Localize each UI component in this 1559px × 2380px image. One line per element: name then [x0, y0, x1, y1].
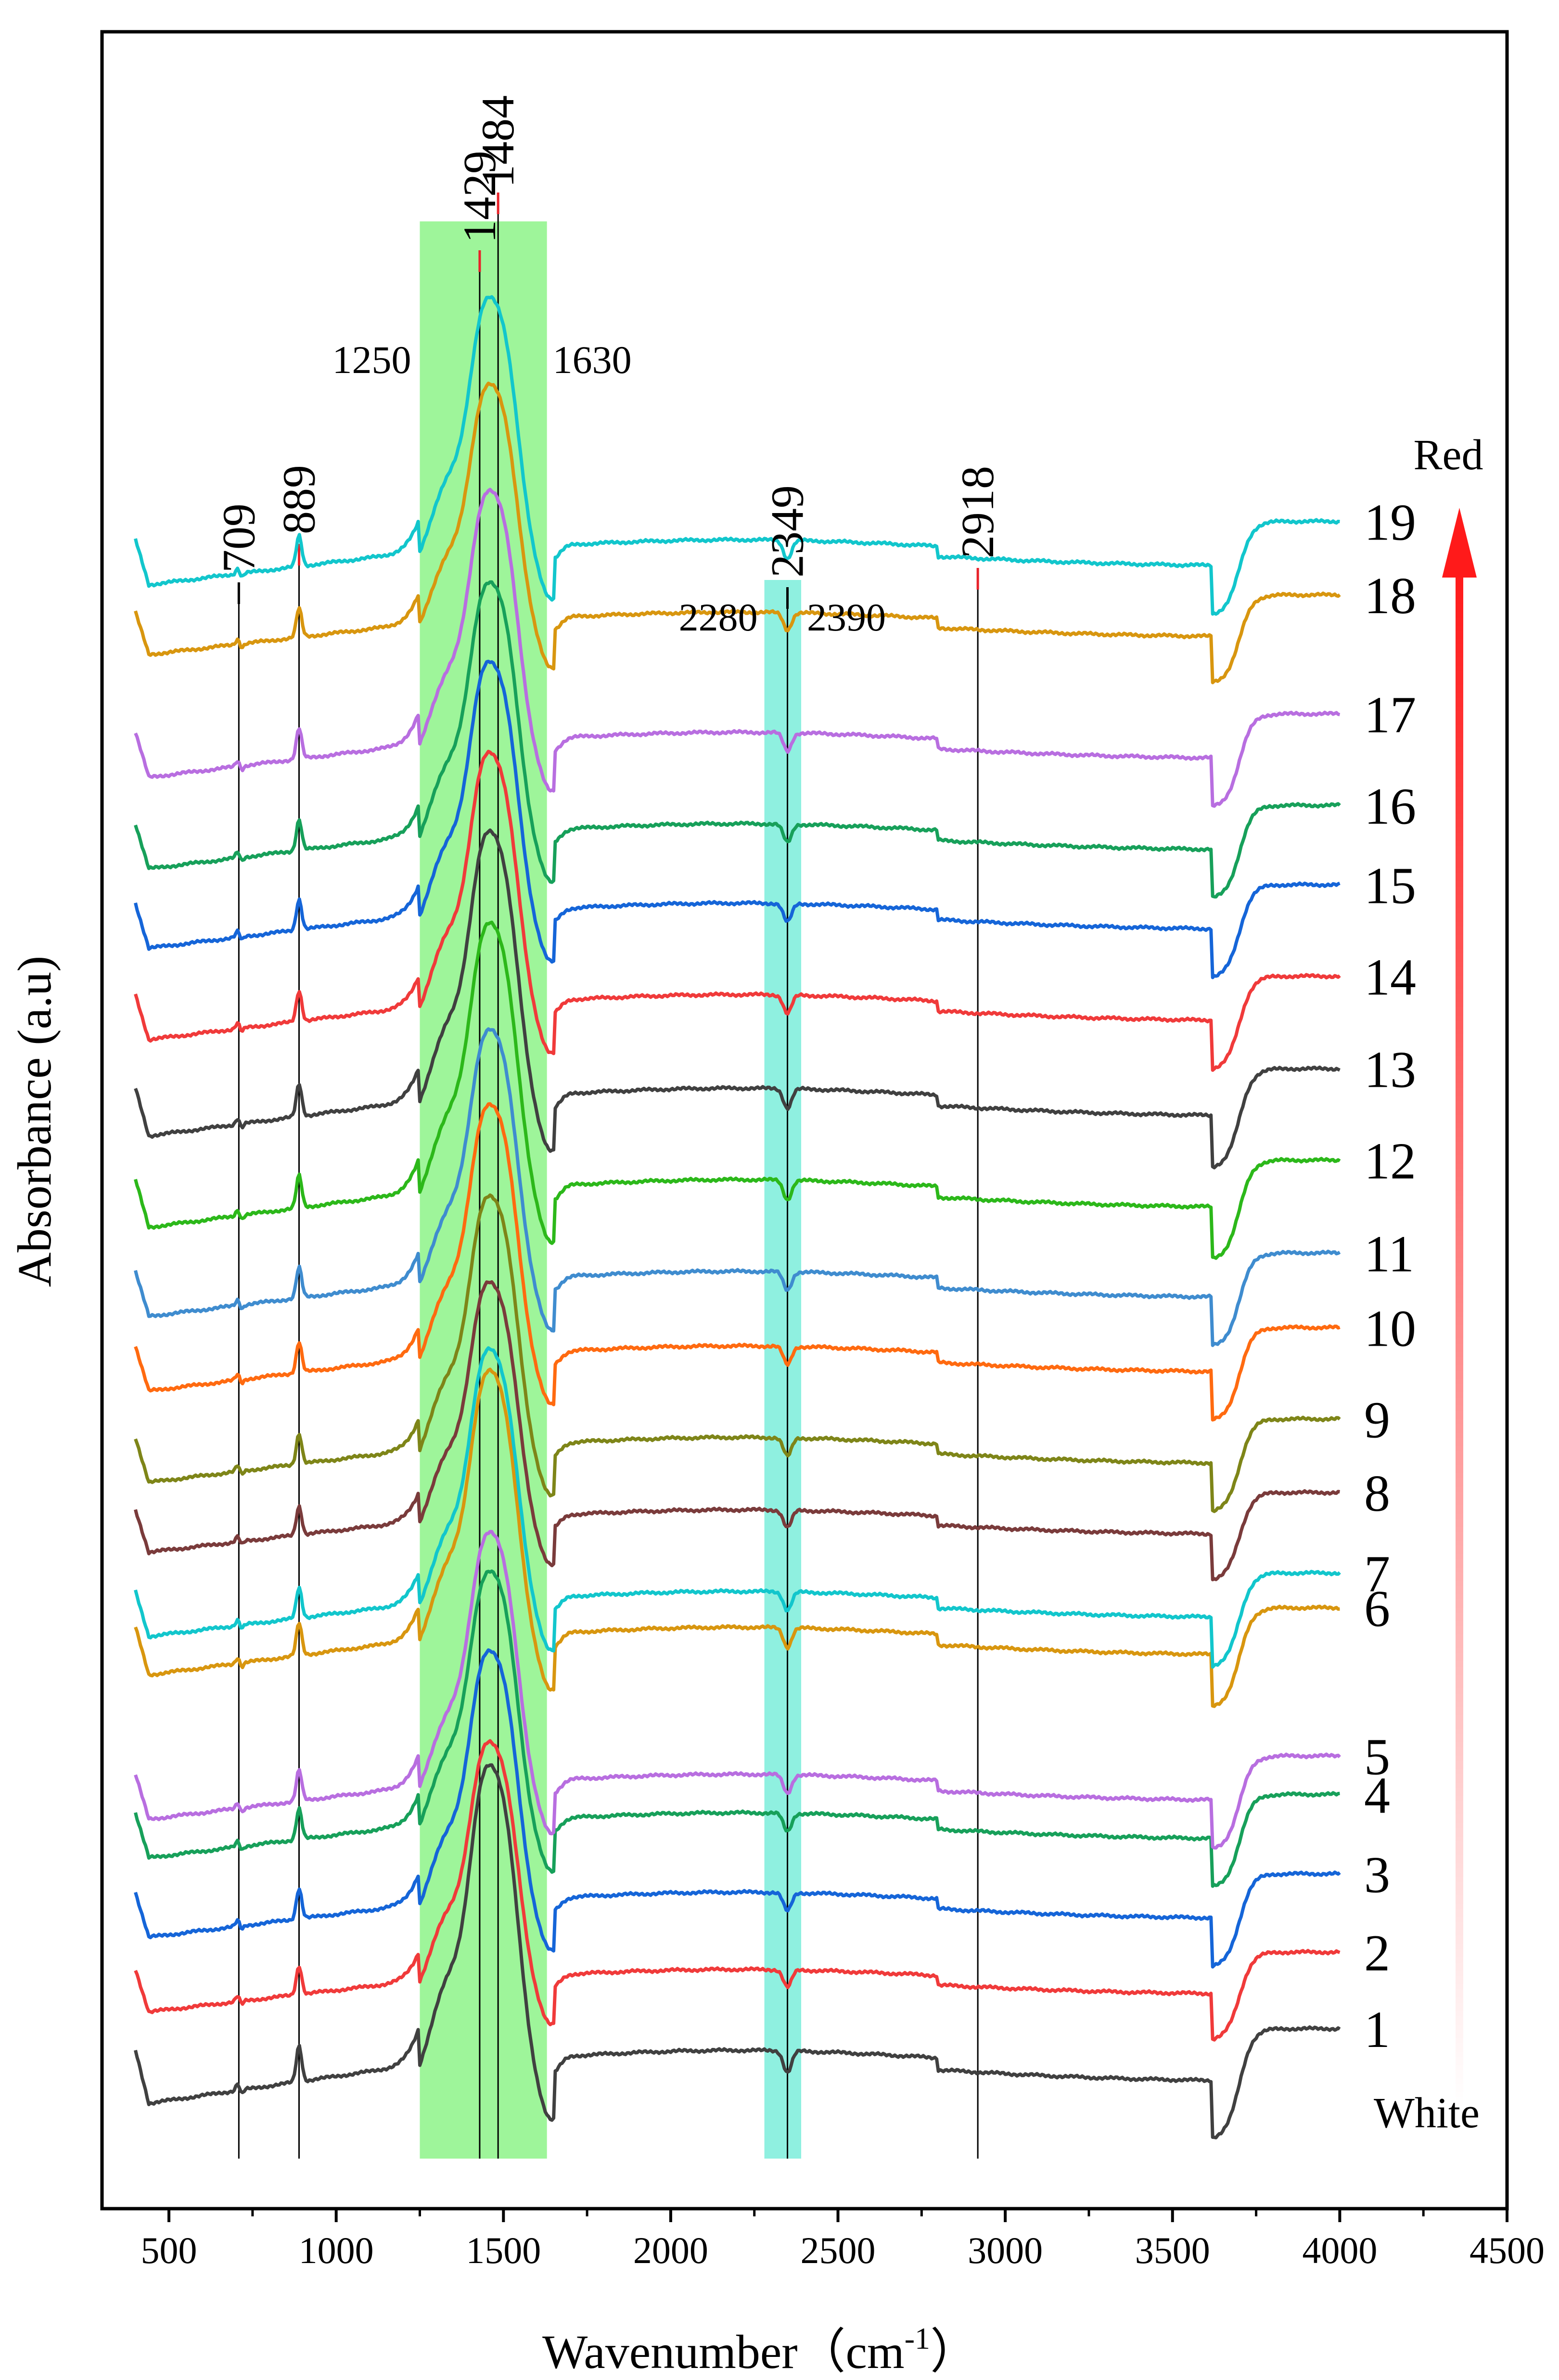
- x-tick-label-500: 500: [141, 2229, 197, 2271]
- series-label-4: 4: [1364, 1767, 1390, 1824]
- range-label-2390: 2390: [807, 595, 886, 639]
- spectrum-series-10: [134, 1102, 1341, 1422]
- x-tick-label-1000: 1000: [299, 2229, 374, 2271]
- series-label-12: 12: [1364, 1133, 1416, 1190]
- series-label-5: 5: [1364, 1728, 1390, 1786]
- series-label-7: 7: [1364, 1545, 1390, 1603]
- series-label-13: 13: [1364, 1042, 1416, 1099]
- spectrum-series-6: [134, 1367, 1340, 1708]
- arrow-label-bottom: White: [1374, 2089, 1480, 2137]
- series-label-10: 10: [1364, 1300, 1416, 1357]
- x-tick-label-3000: 3000: [968, 2229, 1043, 2271]
- spectrum-series-17: [134, 488, 1341, 808]
- y-axis-title: Absorbance (a.u): [8, 956, 61, 1287]
- spectrum-series-4: [134, 1569, 1340, 1888]
- series-label-14: 14: [1364, 949, 1416, 1006]
- x-axis-ticks: 500 1000 1500 2000 2500 3000 3500 4000 4500: [141, 2209, 1545, 2271]
- spectra-series: [134, 295, 1341, 2140]
- series-label-1: 1: [1364, 2001, 1390, 2058]
- plot-frame: [100, 30, 1509, 2211]
- spectrum-series-16: [134, 580, 1341, 899]
- spectrum-series-19: [134, 295, 1340, 616]
- range-label-1630: 1630: [553, 338, 632, 382]
- spectrum-series-12: [134, 920, 1341, 1260]
- peak-reference-lines: [237, 193, 979, 2159]
- x-tick-label-1500: 1500: [466, 2229, 541, 2271]
- arrow-head: [1442, 508, 1477, 578]
- spectrum-series-11: [134, 1027, 1341, 1347]
- shaded-regions: [420, 221, 802, 2159]
- peak-label-1484: 1484: [472, 95, 524, 188]
- spectrum-series-5: [134, 1530, 1341, 1850]
- series-label-6: 6: [1364, 1581, 1390, 1638]
- spectrum-series-9: [134, 1193, 1341, 1513]
- peak-label-709: 709: [213, 503, 264, 573]
- spectrum-series-2: [134, 1739, 1341, 2042]
- range-label-1250: 1250: [332, 338, 411, 382]
- spectrum-series-15: [134, 659, 1341, 979]
- x-tick-label-2500: 2500: [801, 2229, 876, 2271]
- range-label-2280: 2280: [679, 595, 758, 639]
- spectrum-series-18: [134, 381, 1341, 684]
- series-label-11: 11: [1364, 1225, 1414, 1283]
- spectrum-series-7: [134, 1346, 1341, 1669]
- spectrum-series-8: [134, 1280, 1340, 1582]
- peak-label-889: 889: [273, 465, 324, 534]
- peak-label-2918: 2918: [952, 466, 1003, 558]
- series-label-19: 19: [1364, 494, 1416, 551]
- spectrum-series-13: [134, 828, 1341, 1170]
- peak-label-1429: 1429: [454, 151, 505, 243]
- arrow-shaft: [1456, 568, 1463, 2108]
- series-label-17: 17: [1364, 686, 1416, 744]
- x-axis-title: Wavenumber（cm-1）: [542, 2321, 978, 2379]
- series-label-8: 8: [1364, 1465, 1390, 1522]
- color-arrow: Red White: [1374, 431, 1483, 2137]
- peak-label-2349: 2349: [762, 485, 813, 578]
- spectrum-series-14: [134, 749, 1341, 1072]
- shaded-region-2280-2390: [764, 580, 802, 2159]
- x-tick-label-3500: 3500: [1135, 2229, 1210, 2271]
- series-label-9: 9: [1364, 1391, 1390, 1449]
- range-labels: 1250 1630 2280 2390: [332, 338, 886, 639]
- series-label-16: 16: [1364, 778, 1416, 835]
- series-label-3: 3: [1364, 1846, 1390, 1904]
- arrow-label-top: Red: [1414, 431, 1483, 479]
- x-tick-label-2000: 2000: [633, 2229, 708, 2271]
- series-label-18: 18: [1364, 567, 1416, 625]
- spectrum-series-1: [134, 1763, 1341, 2140]
- series-label-2: 2: [1364, 1925, 1390, 1982]
- shaded-region-1250-1630: [420, 221, 547, 2159]
- series-label-15: 15: [1364, 857, 1416, 914]
- spectrum-series-3: [134, 1648, 1341, 1969]
- x-tick-label-4000: 4000: [1302, 2229, 1377, 2271]
- x-tick-label-4500: 4500: [1470, 2229, 1545, 2271]
